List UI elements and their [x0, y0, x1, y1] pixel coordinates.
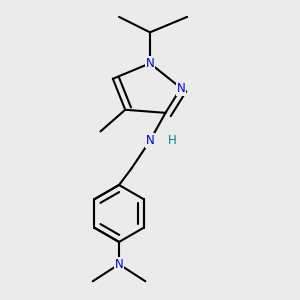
Text: N: N	[177, 82, 185, 94]
Text: H: H	[168, 134, 177, 147]
Text: N: N	[115, 258, 123, 271]
Text: N: N	[146, 57, 154, 70]
Text: N: N	[146, 134, 154, 147]
